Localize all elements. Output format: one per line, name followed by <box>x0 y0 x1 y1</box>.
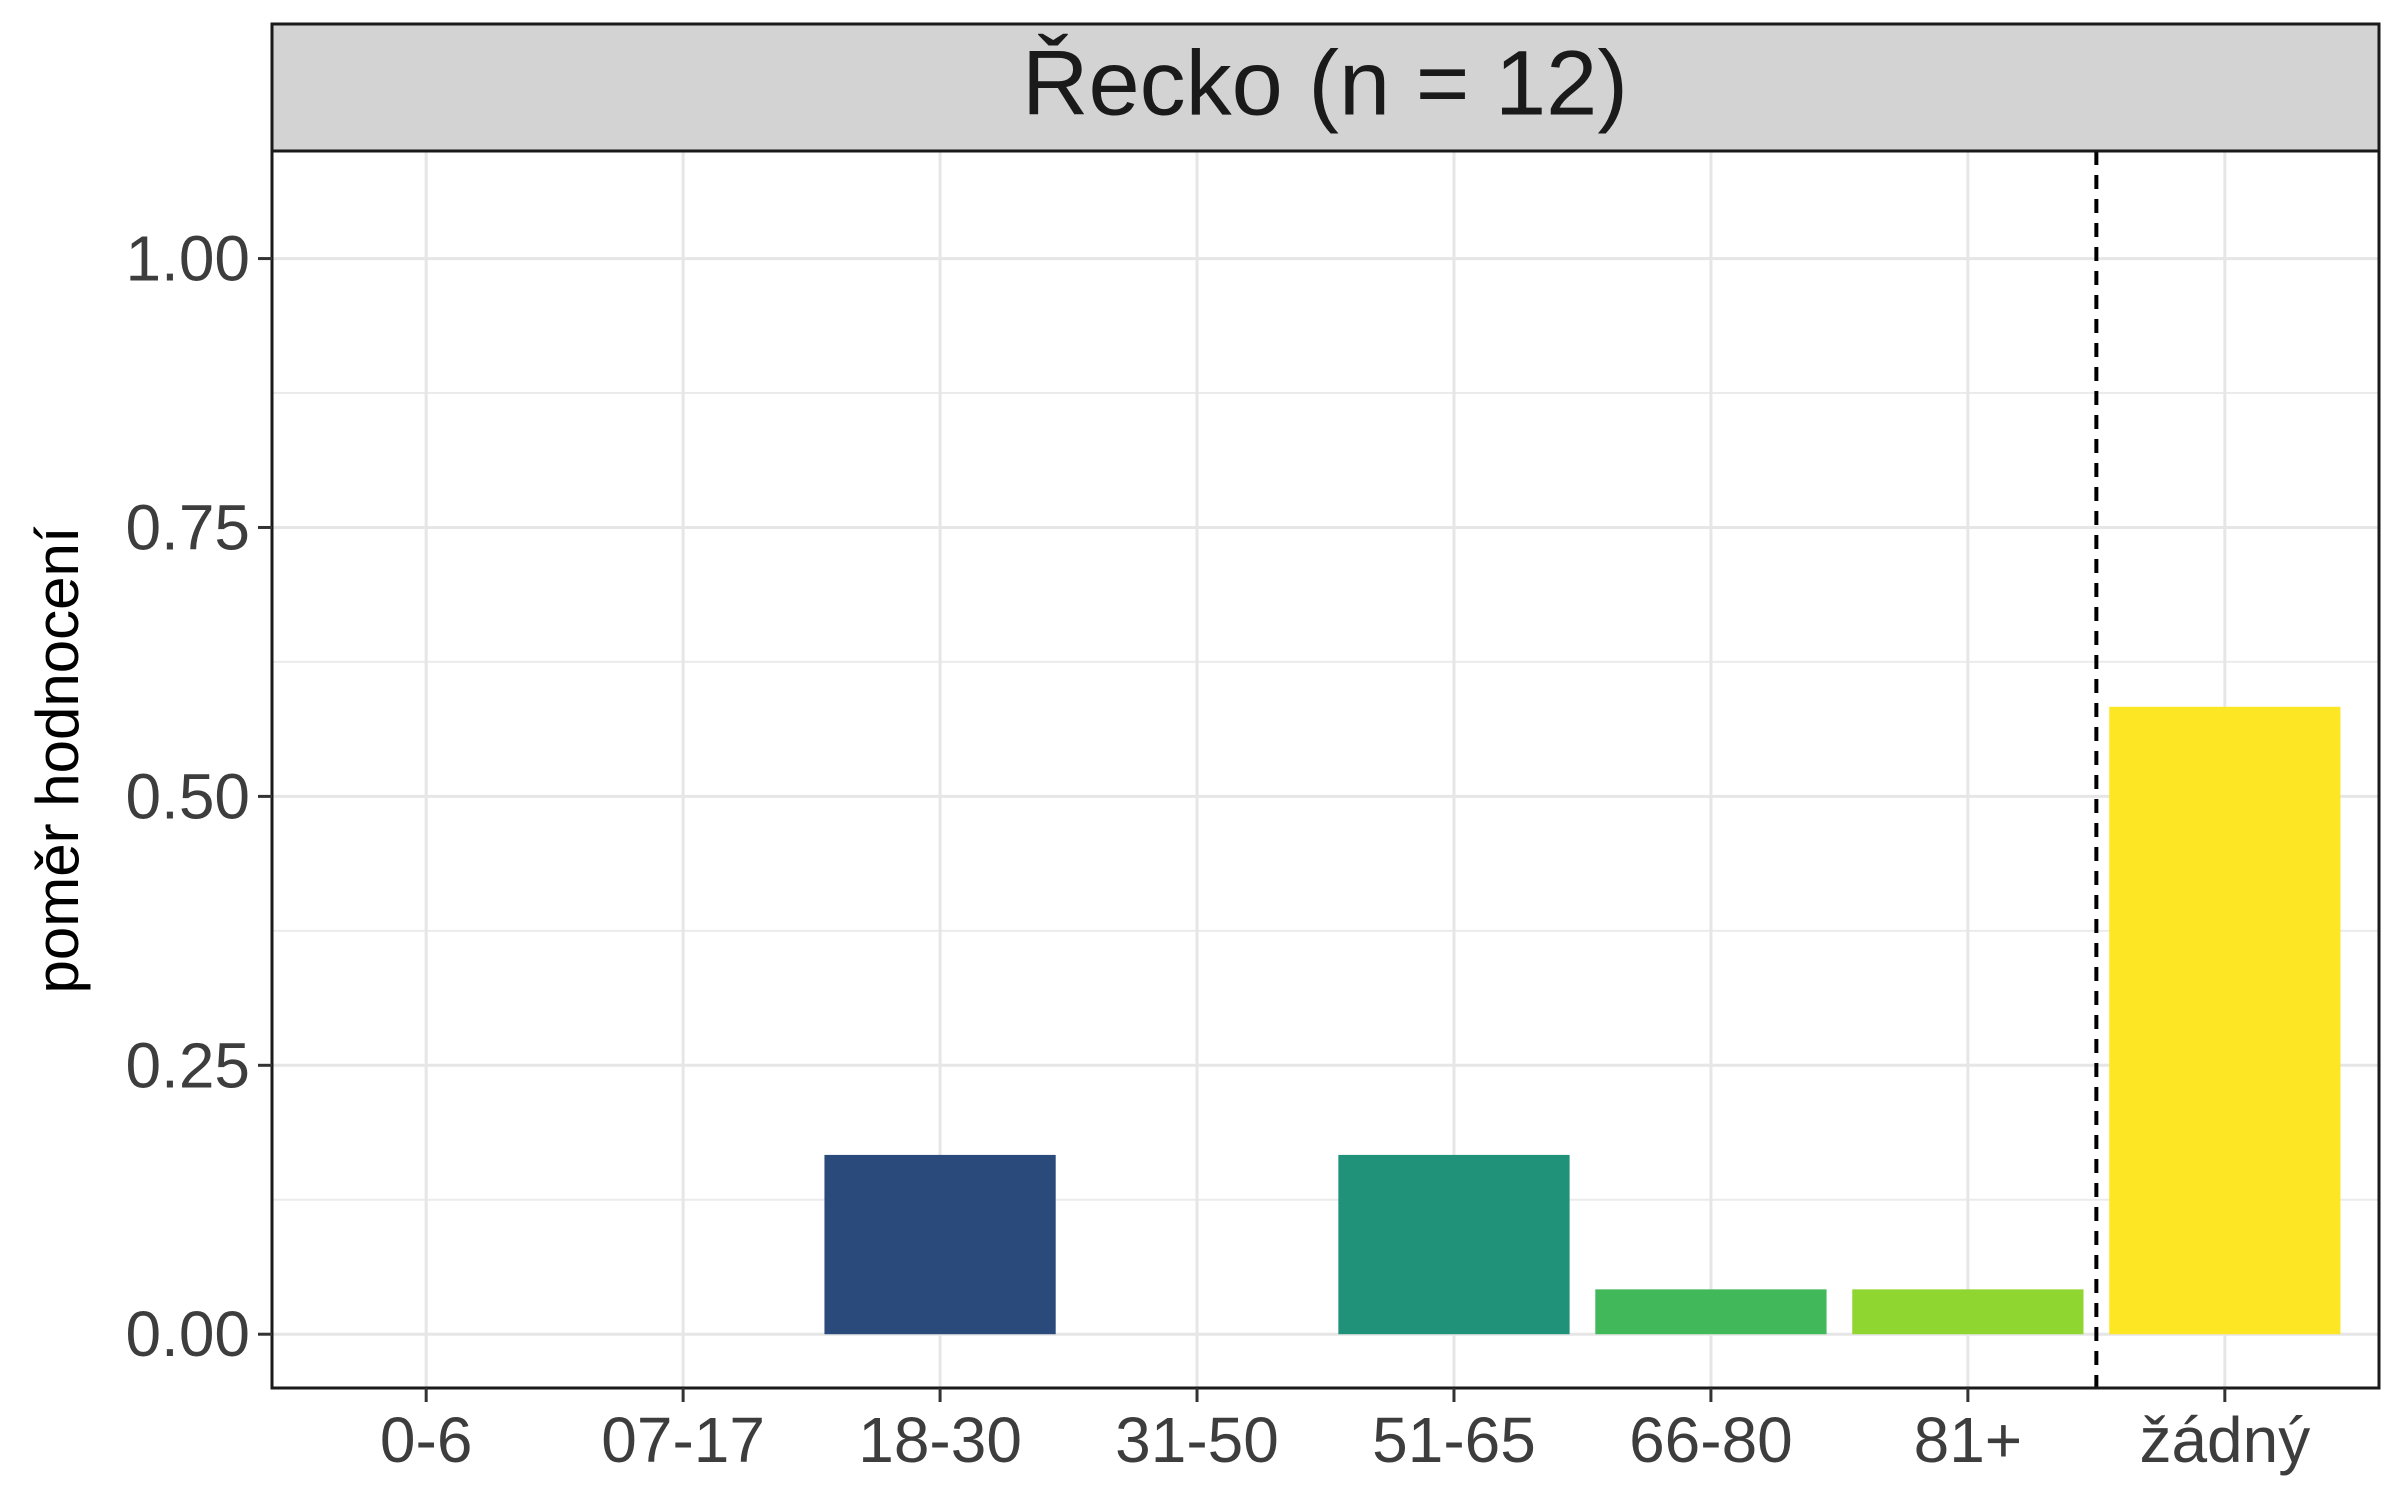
bar-18-30 <box>824 1154 1056 1335</box>
x-tick-label: 66-80 <box>1629 1404 1793 1476</box>
major-gridlines <box>272 151 2379 1388</box>
x-tick-label: 31-50 <box>1115 1404 1279 1476</box>
y-tick-label: 0.00 <box>125 1298 250 1370</box>
bar-81+ <box>1852 1289 2084 1335</box>
minor-gridlines <box>272 392 2379 1201</box>
y-tick-label: 0.50 <box>125 760 250 832</box>
y-tick-label: 0.25 <box>125 1029 250 1101</box>
plot-panel-border <box>270 149 2381 1390</box>
x-tick-label: 81+ <box>1914 1404 2023 1476</box>
x-axis: 0-6 07-17 18-30 31-50 51-65 66-80 81+ žádný <box>380 1388 2310 1476</box>
facet-strip <box>270 22 2381 153</box>
x-tick-label: žádný <box>2139 1404 2310 1476</box>
x-tick-label: 51-65 <box>1372 1404 1536 1476</box>
y-tick-label: 1.00 <box>125 223 250 295</box>
bar-51-65 <box>1338 1154 1570 1335</box>
y-axis: 0.00 0.25 0.50 0.75 1.00 <box>125 223 272 1370</box>
y-tick-label: 0.75 <box>125 491 250 563</box>
bar-žádný <box>2109 706 2341 1335</box>
x-tick-label: 07-17 <box>601 1404 765 1476</box>
x-tick-label: 0-6 <box>380 1404 473 1476</box>
chart-title: Řecko (n = 12) <box>1022 32 1628 134</box>
bars <box>824 706 2341 1335</box>
bar-66-80 <box>1595 1289 1827 1335</box>
y-axis-title: poměr hodnocení <box>24 526 91 993</box>
x-tick-label: 18-30 <box>858 1404 1022 1476</box>
